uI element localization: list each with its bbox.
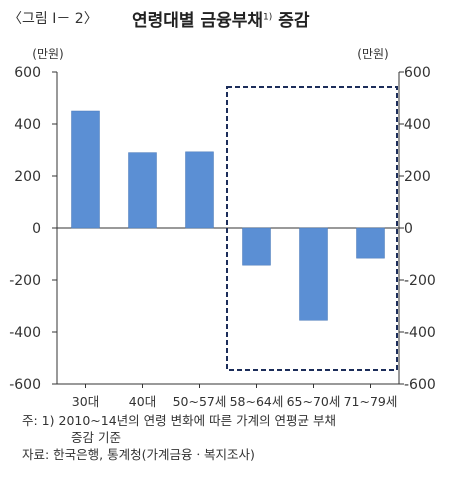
source-line: 자료: 한국은행, 통계청(가계금융ㆍ복지조사) [22, 447, 255, 462]
right-tick-label: 0 [404, 221, 413, 237]
right-tick-label: 600 [404, 65, 431, 81]
figure-title: 연령대별 금융부채1) 증감 [132, 6, 310, 31]
bar-3 [185, 151, 214, 229]
footnote-line-2: 증감 기준 [71, 430, 121, 445]
bar-6 [356, 227, 385, 259]
bar-5 [299, 227, 328, 321]
figure-number: 〈그림 Ⅰ－ 2〉 [8, 11, 98, 27]
right-axis-unit: (만원) [357, 47, 388, 61]
right-tick-label: -600 [404, 377, 436, 393]
category-label: 58~64세 [230, 394, 284, 409]
left-tick-label: 400 [14, 117, 41, 133]
category-label: 71~79세 [344, 394, 398, 409]
bar-4 [242, 227, 271, 266]
left-axis-unit: (만원) [32, 47, 63, 61]
title-footnote-mark: 1) [263, 12, 273, 23]
right-tick-label: 400 [404, 117, 431, 133]
chart-notes: 주: 1) 2010~14년의 연령 변화에 따른 가계의 연평균 부채 증감 … [22, 412, 336, 463]
left-tick-label: -400 [9, 325, 41, 341]
category-label: 50~57세 [173, 394, 227, 409]
left-tick-label: 600 [14, 65, 41, 81]
left-tick-label: -200 [9, 273, 41, 289]
left-tick-label: -600 [9, 377, 41, 393]
highlight-box [226, 86, 398, 371]
category-label: 65~70세 [287, 394, 341, 409]
figure-title-suffix: 증감 [272, 11, 310, 31]
left-tick-label: 0 [32, 221, 41, 237]
left-tick-label: 200 [14, 169, 41, 185]
bar-1 [71, 110, 100, 229]
figure-title-text: 연령대별 금융부채 [132, 11, 264, 31]
category-label: 30대 [72, 394, 99, 409]
footnote-line-1: 주: 1) 2010~14년의 연령 변화에 따른 가계의 연평균 부채 [22, 413, 337, 428]
category-label: 40대 [129, 394, 156, 409]
right-tick-label: -400 [404, 325, 436, 341]
bar-2 [128, 152, 157, 229]
right-tick-label: 200 [404, 169, 431, 185]
right-tick-label: -200 [404, 273, 436, 289]
